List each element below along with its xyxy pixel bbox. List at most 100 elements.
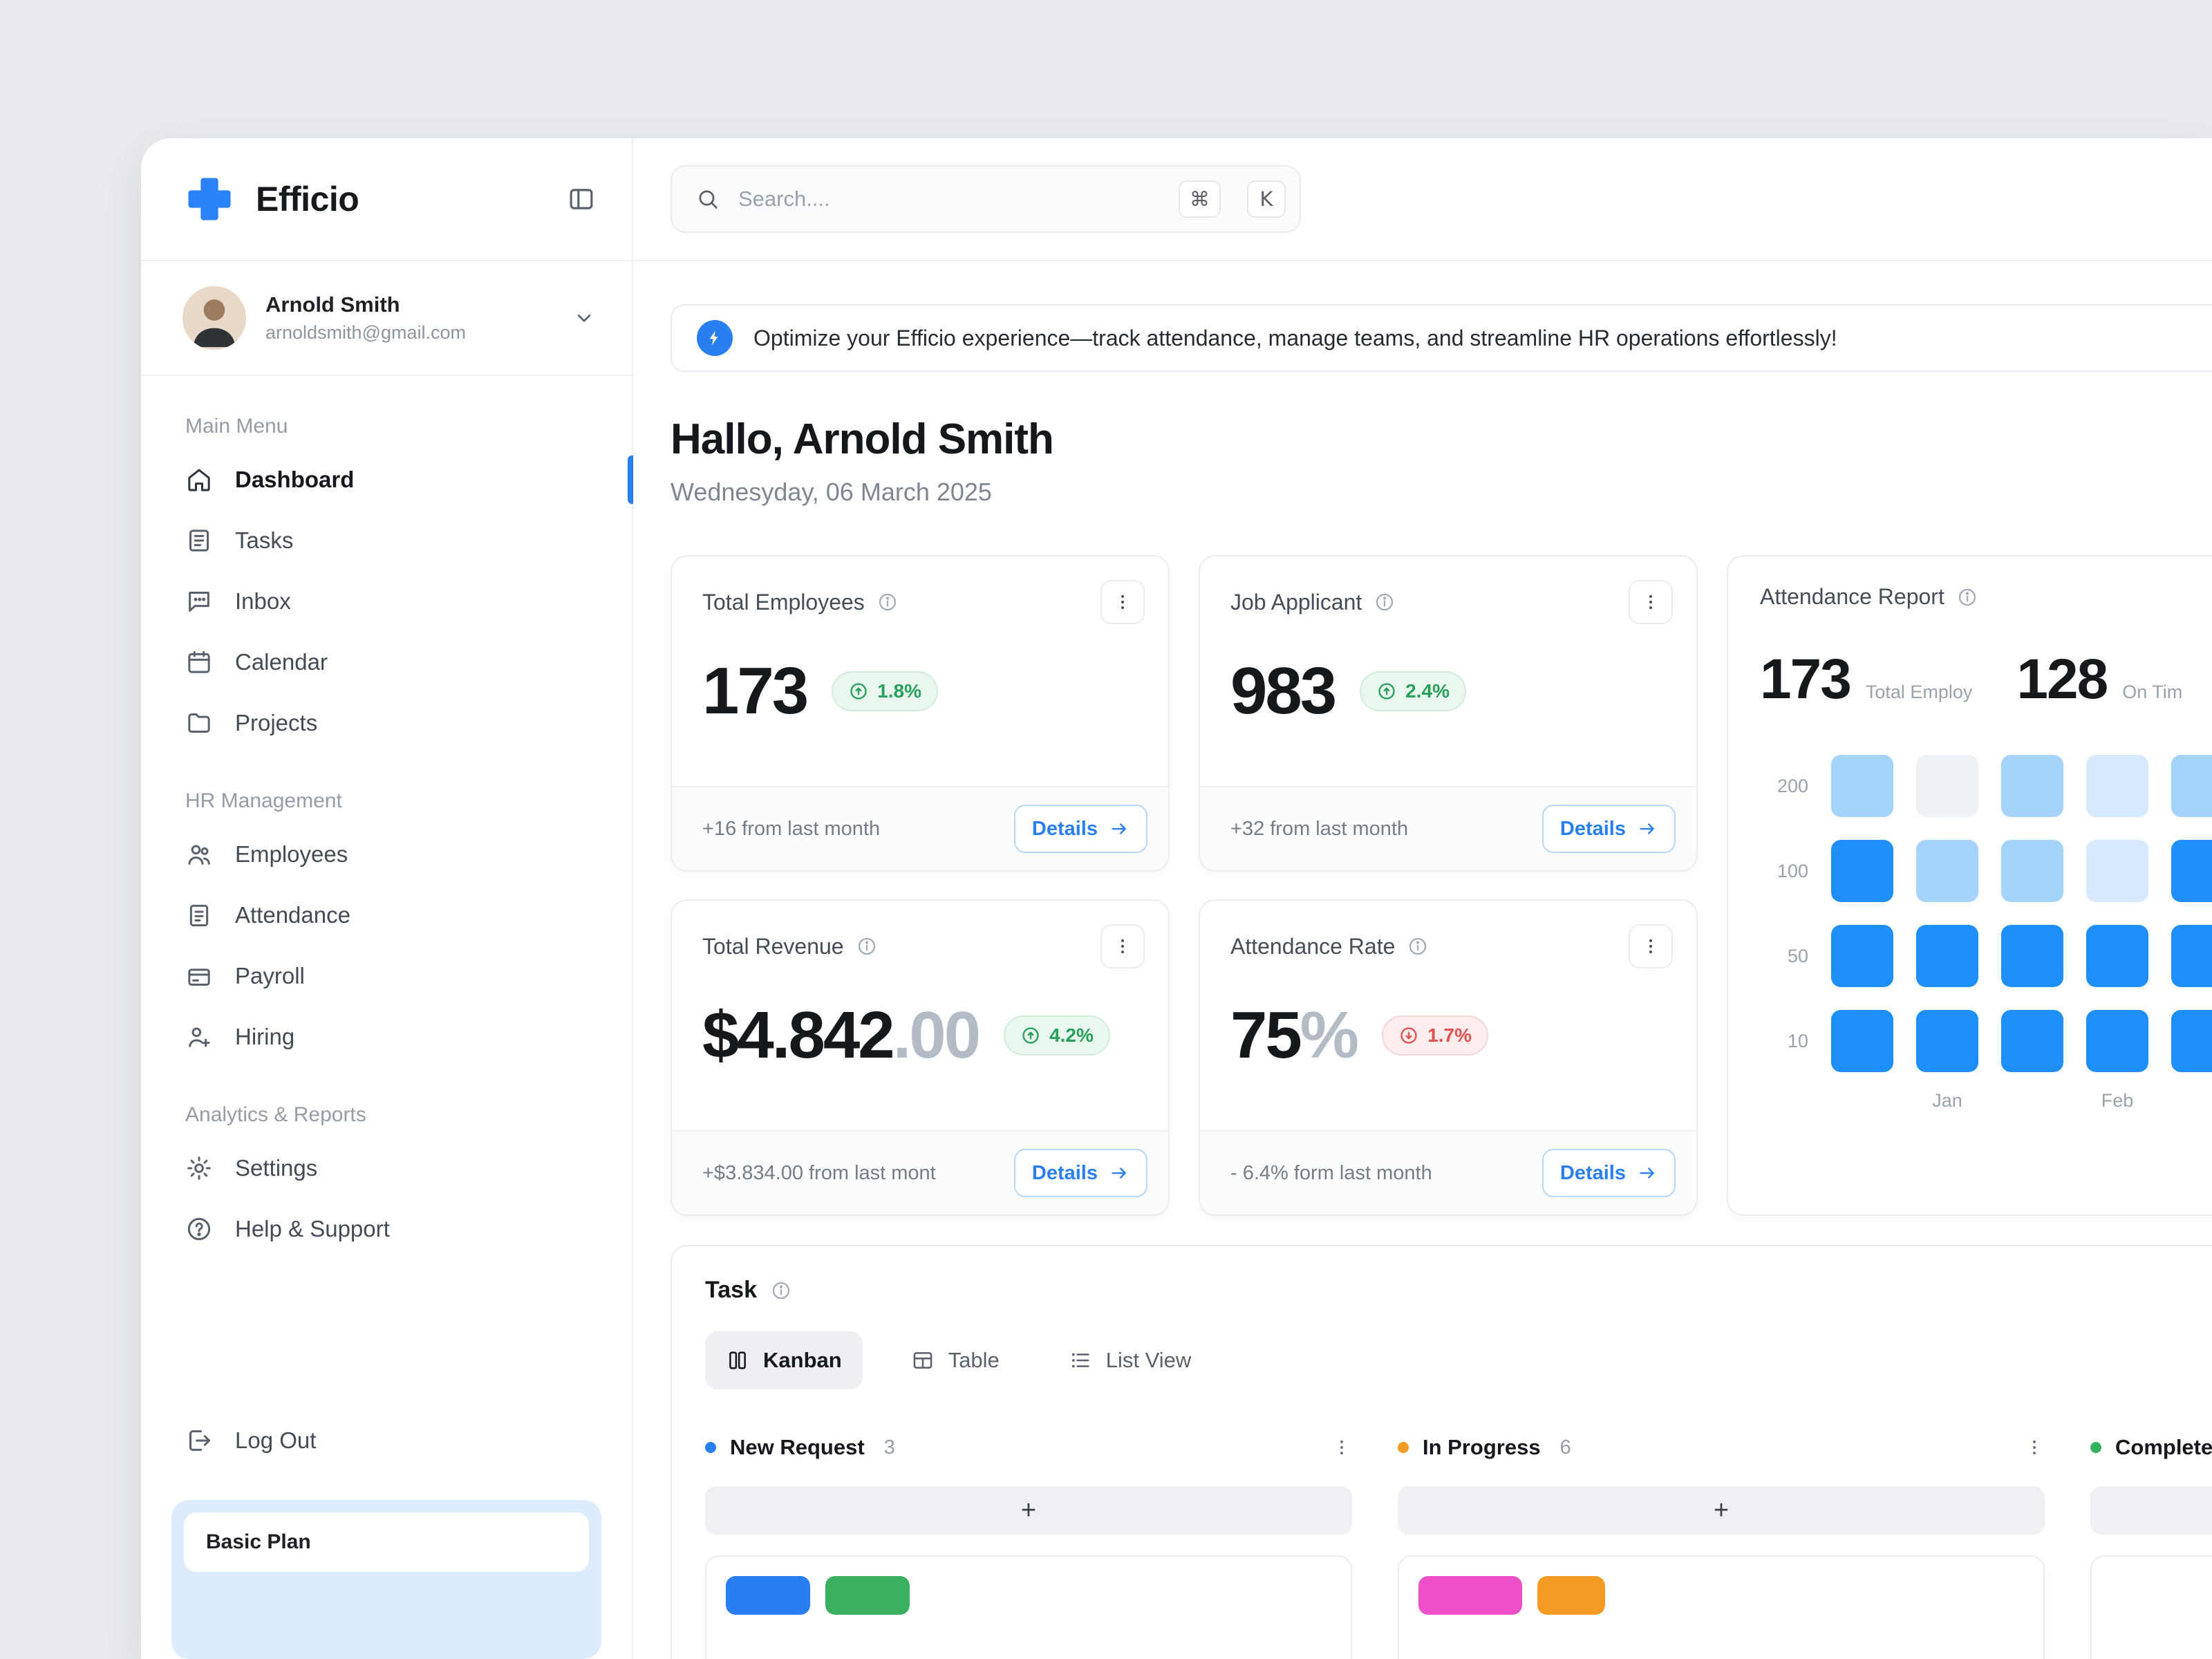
sidebar-item-tasks[interactable]: Tasks xyxy=(141,510,632,571)
heatmap-cell xyxy=(1831,840,1893,902)
column-count: 3 xyxy=(884,1436,895,1459)
sidebar-item-attendance[interactable]: Attendance xyxy=(141,885,632,946)
kanban-column-new-request: New Request 3 + xyxy=(705,1432,1352,1659)
trend-badge: 1.8% xyxy=(832,671,938,711)
heatmap-cell xyxy=(2171,925,2212,987)
efficio-logo-icon xyxy=(184,174,235,225)
search-icon xyxy=(695,187,720,212)
heatmap-cell xyxy=(1916,925,1978,987)
heatmap-cell xyxy=(2001,840,2063,902)
trend-badge: 1.7% xyxy=(1382,1015,1488,1056)
info-icon[interactable] xyxy=(877,592,898,612)
tag-pill-green xyxy=(825,1576,910,1615)
wallet-icon xyxy=(185,962,213,990)
heatmap-cell xyxy=(1831,1010,1893,1072)
tag-pill-orange xyxy=(1537,1576,1605,1615)
plan-card[interactable]: Basic Plan xyxy=(171,1500,601,1659)
report-icon xyxy=(185,901,213,929)
list-icon xyxy=(1069,1349,1092,1372)
info-icon[interactable] xyxy=(1957,587,1978,608)
sidebar-item-label: Payroll xyxy=(235,963,305,989)
kebab-menu-button[interactable] xyxy=(1100,924,1145,968)
sidebar-item-label: Calendar xyxy=(235,649,328,675)
sidebar-item-label: Tasks xyxy=(235,527,293,554)
task-title: Task xyxy=(705,1277,757,1304)
table-icon xyxy=(911,1349,935,1372)
kebab-menu-button[interactable] xyxy=(1100,580,1145,624)
sidebar-item-calendar[interactable]: Calendar xyxy=(141,632,632,693)
date-label: Wednesyday, 06 March 2025 xyxy=(671,478,2212,507)
add-task-button[interactable]: + xyxy=(2090,1486,2212,1535)
logout-icon xyxy=(185,1427,213,1454)
stat-card-total-employees: Total Employees 173 xyxy=(671,555,1170,872)
kanban-column-in-progress: In Progress 6 + xyxy=(1398,1432,2045,1659)
task-card-item[interactable] xyxy=(705,1555,1352,1659)
sidebar-item-label: Dashboard xyxy=(235,467,354,493)
chevron-down-icon[interactable] xyxy=(572,306,596,330)
info-icon[interactable] xyxy=(1374,592,1395,612)
stat-title: Attendance Rate xyxy=(1230,934,1395,959)
heatmap-cell xyxy=(1916,755,1978,817)
column-dot xyxy=(705,1442,716,1453)
details-button[interactable]: Details xyxy=(1014,805,1147,853)
sidebar-item-inbox[interactable]: Inbox xyxy=(141,571,632,632)
logout-button[interactable]: Log Out xyxy=(141,1410,632,1471)
y-tick-label: 100 xyxy=(1760,861,1808,882)
users-icon xyxy=(185,841,213,868)
column-dot xyxy=(2090,1442,2101,1453)
column-kebab-icon[interactable] xyxy=(1331,1437,1352,1458)
on-time-label: On Tim xyxy=(2122,682,2182,703)
stats-grid: Total Employees 173 xyxy=(671,555,1698,1216)
attendance-heatmap: 2001005010 xyxy=(1760,755,2212,1072)
task-card-item[interactable] xyxy=(2090,1555,2212,1659)
info-icon[interactable] xyxy=(1407,936,1428,957)
cmd-keycap: ⌘ xyxy=(1179,180,1221,218)
trend-badge: 2.4% xyxy=(1360,671,1466,711)
details-button[interactable]: Details xyxy=(1542,805,1676,853)
folder-icon xyxy=(185,709,213,737)
search-bar[interactable]: ⌘ K xyxy=(671,165,1301,233)
user-profile[interactable]: Arnold Smith arnoldsmith@gmail.com xyxy=(141,261,632,376)
heatmap-cell xyxy=(2171,755,2212,817)
k-keycap: K xyxy=(1247,180,1286,218)
greeting-block: Hallo, Arnold Smith Wednesyday, 06 March… xyxy=(671,415,2212,507)
column-kebab-icon[interactable] xyxy=(2024,1437,2045,1458)
view-list-button[interactable]: List View xyxy=(1048,1331,1212,1389)
info-icon[interactable] xyxy=(771,1280,791,1301)
arrow-right-icon xyxy=(1637,1163,1658,1183)
promo-banner: Optimize your Efficio experience—track a… xyxy=(671,304,2212,372)
task-card-item[interactable] xyxy=(1398,1555,2045,1659)
sidebar-item-employees[interactable]: Employees xyxy=(141,824,632,885)
app-window: Efficio Arnold Smith arnoldsmith@gmail.c… xyxy=(141,138,2212,1659)
add-task-button[interactable]: + xyxy=(1398,1486,2045,1535)
logout-label: Log Out xyxy=(235,1427,316,1454)
kebab-menu-button[interactable] xyxy=(1629,924,1673,968)
heatmap-cell xyxy=(2001,755,2063,817)
view-table-button[interactable]: Table xyxy=(890,1331,1020,1389)
plan-label: Basic Plan xyxy=(206,1530,311,1553)
stat-value: 75% xyxy=(1230,997,1357,1074)
sidebar: Efficio Arnold Smith arnoldsmith@gmail.c… xyxy=(141,138,633,1659)
banner-text: Optimize your Efficio experience—track a… xyxy=(753,326,1837,351)
details-button[interactable]: Details xyxy=(1014,1149,1147,1197)
sidebar-item-hiring[interactable]: Hiring xyxy=(141,1006,632,1067)
stat-title: Total Employees xyxy=(702,590,865,615)
sidebar-item-help-support[interactable]: Help & Support xyxy=(141,1199,632,1259)
collapse-sidebar-icon[interactable] xyxy=(567,185,596,214)
sidebar-item-label: Attendance xyxy=(235,902,350,928)
sidebar-item-dashboard[interactable]: Dashboard xyxy=(141,449,632,510)
sidebar-item-label: Projects xyxy=(235,710,317,736)
search-input[interactable] xyxy=(738,187,1152,212)
kebab-menu-button[interactable] xyxy=(1629,580,1673,624)
sidebar-item-label: Inbox xyxy=(235,588,291,615)
home-icon xyxy=(185,466,213,494)
user-email: arnoldsmith@gmail.com xyxy=(265,322,466,344)
view-kanban-button[interactable]: Kanban xyxy=(705,1331,863,1389)
info-icon[interactable] xyxy=(856,936,877,957)
sidebar-item-projects[interactable]: Projects xyxy=(141,693,632,753)
sidebar-item-settings[interactable]: Settings xyxy=(141,1138,632,1199)
sidebar-item-payroll[interactable]: Payroll xyxy=(141,946,632,1006)
add-task-button[interactable]: + xyxy=(705,1486,1352,1535)
tasks-icon xyxy=(185,527,213,554)
details-button[interactable]: Details xyxy=(1542,1149,1676,1197)
